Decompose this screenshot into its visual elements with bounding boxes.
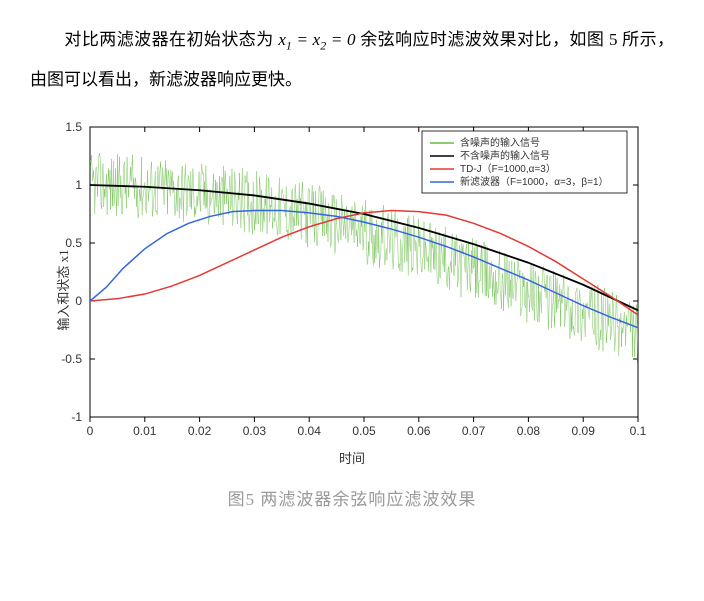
svg-text:0.05: 0.05 xyxy=(352,424,376,438)
para-line3: 响应更快。 xyxy=(217,70,302,89)
svg-text:-0.5: -0.5 xyxy=(61,352,82,366)
svg-text:0.02: 0.02 xyxy=(188,424,212,438)
para-prefix: 对比两滤波器在初始状态为 xyxy=(64,30,278,49)
svg-text:0.08: 0.08 xyxy=(517,424,541,438)
chart-figure: 输入和状态 x1 0 0.01 0.02 0.03 0.04 0.05 0.06 0.07 0.… xyxy=(32,113,672,467)
svg-text:-1: -1 xyxy=(71,410,82,424)
svg-text:含噪声的输入信号: 含噪声的输入信号 xyxy=(460,136,540,149)
svg-text:0.06: 0.06 xyxy=(407,424,431,438)
svg-text:0.01: 0.01 xyxy=(133,424,157,438)
svg-text:0: 0 xyxy=(87,424,94,438)
svg-text:0.04: 0.04 xyxy=(298,424,322,438)
svg-text:不含噪声的输入信号: 不含噪声的输入信号 xyxy=(460,149,550,162)
svg-text:1: 1 xyxy=(75,178,82,192)
chart-plot: 0 0.01 0.02 0.03 0.04 0.05 0.06 0.07 0.08 0.09 0.1… xyxy=(32,113,652,453)
svg-text:0: 0 xyxy=(75,294,82,308)
figure-caption: 图5 两滤波器余弦响应滤波效果 xyxy=(30,485,674,510)
svg-text:新滤波器（F=1000，α=3，β=1）: 新滤波器（F=1000，α=3，β=1） xyxy=(460,175,609,188)
y-axis-label: 输入和状态 x1 xyxy=(53,249,72,330)
para-suffix: 余弦响应时 xyxy=(356,30,448,49)
x-axis-label: 时间 xyxy=(32,448,672,467)
svg-text:0.03: 0.03 xyxy=(243,424,267,438)
formula: x1 = x2 = 0 xyxy=(278,30,355,49)
paragraph-text: 对比两滤波器在初始状态为 x1 = x2 = 0 余弦响应时滤波效果对比，如图 … xyxy=(30,20,674,99)
svg-text:0.1: 0.1 xyxy=(630,424,647,438)
svg-text:1.5: 1.5 xyxy=(65,120,82,134)
svg-text:0.5: 0.5 xyxy=(65,236,82,250)
svg-text:TD-J（F=1000,α=3）: TD-J（F=1000,α=3） xyxy=(460,163,556,175)
svg-text:0.07: 0.07 xyxy=(462,424,486,438)
svg-text:0.09: 0.09 xyxy=(572,424,596,438)
